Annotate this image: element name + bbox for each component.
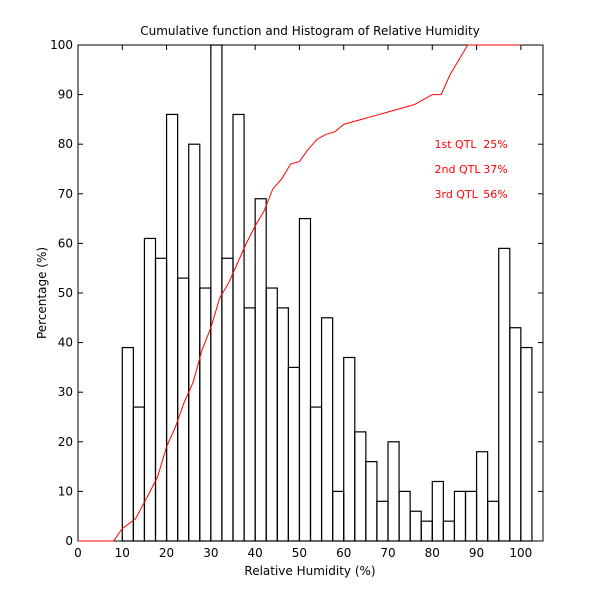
y-tick-label: 70 bbox=[58, 187, 73, 201]
cumulative-line bbox=[78, 44, 521, 542]
histogram-bin bbox=[121, 346, 134, 542]
y-tick-label: 0 bbox=[65, 534, 73, 548]
histogram-bin bbox=[177, 277, 190, 542]
histogram-bin bbox=[354, 431, 367, 542]
tick-labels: 0 10 20 30 40 50 60 70 80 90 100 0 10 20 30 40 50 60 70 80 9… bbox=[50, 38, 532, 560]
quartile-annotations: 1st QTL 25%2nd QTL 37% 3rd QTL 56% bbox=[435, 138, 508, 201]
y-tick-label: 100 bbox=[50, 38, 73, 52]
x-tick-label: 90 bbox=[469, 546, 484, 560]
y-tick-label: 20 bbox=[58, 435, 73, 449]
x-tick-label: 40 bbox=[248, 546, 263, 560]
histogram-bin bbox=[165, 113, 179, 542]
y-tick-label: 60 bbox=[58, 236, 73, 250]
histogram-bin bbox=[520, 346, 533, 542]
histogram-bin bbox=[254, 198, 267, 542]
cumulative-series bbox=[78, 44, 521, 542]
x-tick-label: 50 bbox=[292, 546, 307, 560]
histogram-bin bbox=[243, 307, 256, 542]
histogram-bin bbox=[199, 287, 212, 542]
histogram-bin bbox=[409, 510, 422, 542]
quartile-label: 1st QTL bbox=[435, 138, 478, 151]
histogram-bin bbox=[398, 490, 411, 542]
quartile-value: 37% bbox=[483, 163, 507, 176]
histogram-bin bbox=[210, 44, 223, 542]
histogram-bin bbox=[431, 480, 444, 542]
histogram-bin bbox=[332, 490, 345, 542]
x-tick-label: 0 bbox=[74, 546, 82, 560]
x-tick-label: 20 bbox=[159, 546, 174, 560]
histogram-bin bbox=[464, 490, 478, 542]
x-tick-label: 80 bbox=[425, 546, 440, 560]
x-axis-label: Relative Humidity (%) bbox=[244, 564, 375, 578]
chart-title: Cumulative function and Histogram of Rel… bbox=[140, 24, 480, 38]
histogram-bin bbox=[442, 520, 456, 542]
x-tick-label: 10 bbox=[115, 546, 130, 560]
y-tick-label: 90 bbox=[58, 88, 73, 102]
histogram-bin bbox=[298, 218, 312, 542]
histogram-bin bbox=[132, 406, 146, 542]
quartile-label: 2nd QTL bbox=[435, 163, 482, 176]
histogram-bin bbox=[376, 500, 389, 542]
quartile-value: 56% bbox=[483, 188, 507, 201]
histogram-bin bbox=[309, 406, 323, 542]
y-axis-label: Percentage (%) bbox=[35, 247, 49, 339]
histogram-bin bbox=[287, 366, 301, 542]
y-tick-label: 40 bbox=[58, 336, 73, 350]
y-tick-label: 50 bbox=[58, 286, 73, 300]
histogram-bin bbox=[387, 441, 400, 542]
histogram-bin bbox=[453, 490, 467, 542]
histogram-bin bbox=[232, 113, 245, 542]
histogram-bin bbox=[320, 317, 334, 542]
histogram-bin bbox=[498, 247, 511, 542]
histogram-bin bbox=[154, 257, 168, 542]
histogram-bin bbox=[487, 500, 500, 542]
y-tick-label: 10 bbox=[58, 484, 73, 498]
x-tick-label: 30 bbox=[203, 546, 218, 560]
quartile-value: 25% bbox=[483, 138, 507, 151]
y-tick-label: 80 bbox=[58, 137, 73, 151]
histogram-series bbox=[121, 44, 533, 542]
histogram-bin bbox=[343, 356, 356, 542]
histogram-bin bbox=[276, 307, 289, 542]
quartile-label: 3rd QTL bbox=[435, 188, 479, 201]
histogram-bin bbox=[143, 237, 157, 542]
y-tick-label: 30 bbox=[58, 385, 73, 399]
histogram-bin bbox=[221, 257, 234, 542]
x-tick-label: 70 bbox=[380, 546, 395, 560]
histogram-bin bbox=[188, 143, 201, 542]
histogram-bin bbox=[509, 327, 522, 542]
x-tick-label: 60 bbox=[336, 546, 351, 560]
histogram-bin bbox=[475, 451, 489, 542]
histogram-bin bbox=[420, 520, 433, 542]
histogram-bin bbox=[365, 461, 378, 542]
x-tick-label: 100 bbox=[509, 546, 532, 560]
histogram-bin bbox=[265, 287, 278, 542]
